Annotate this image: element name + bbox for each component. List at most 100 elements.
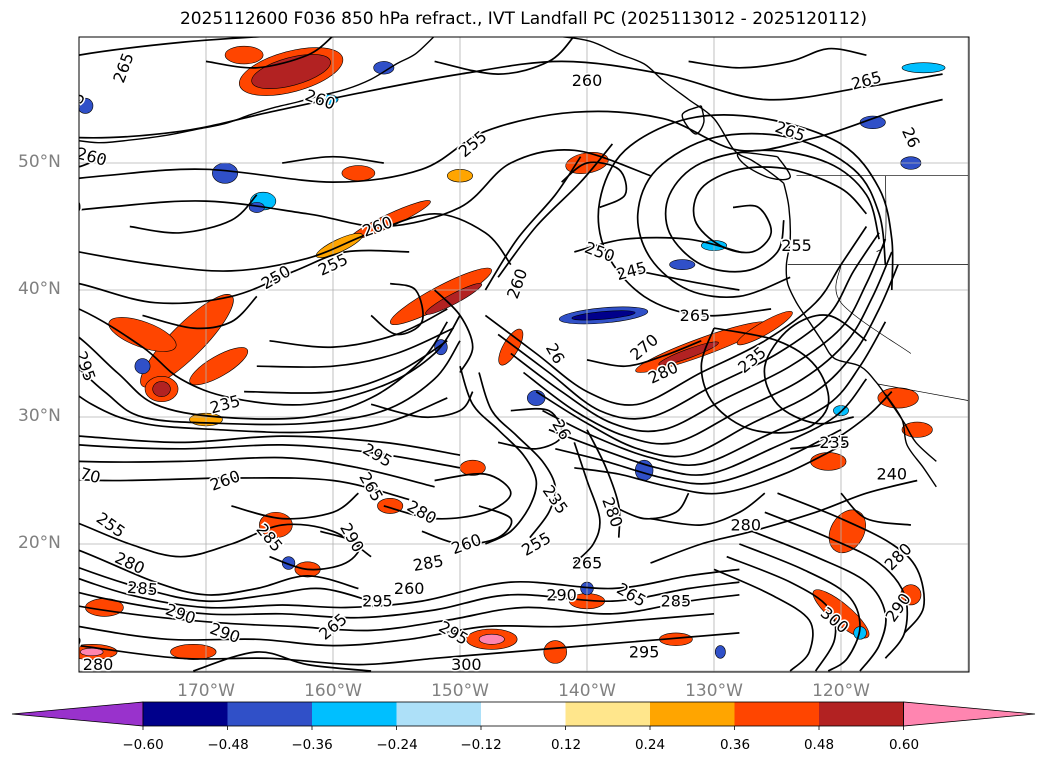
ivt-contour-line (370, 391, 474, 419)
contour-label: 285 (412, 551, 445, 575)
contour-label: 260 (572, 71, 603, 90)
lon-label-150w: 150°W (431, 681, 489, 701)
contour-label: 255 (93, 508, 129, 541)
refractivity-shaded-area (901, 62, 946, 74)
contour-label: 240 (877, 465, 908, 484)
ivt-contour-line (700, 327, 830, 434)
colorbar-segment (650, 702, 735, 726)
map-title: 2025112600 F036 850 hPa refract., IVT La… (179, 9, 867, 29)
ivt-contour-line (269, 530, 361, 571)
ivt-contour-line (522, 251, 893, 445)
contour-label: 270 (68, 461, 102, 487)
contour-label: 260 (360, 212, 395, 240)
coastline (557, 37, 785, 184)
ivt-contour-line (79, 593, 740, 632)
colorbar-outline (142, 701, 904, 727)
contour-label: 260 (394, 579, 425, 598)
ivt-contour-line (636, 132, 887, 299)
ivt-contour-line (79, 149, 651, 228)
refractivity-shaded-area (901, 421, 933, 438)
ivt-contour-line (777, 492, 926, 634)
colorbar-tick-label: −0.48 (207, 737, 249, 753)
contour-label: 300 (451, 655, 482, 674)
ivt-contour-line (79, 581, 740, 619)
ivt-contour-line (586, 340, 702, 368)
lon-label-160w: 160°W (304, 681, 362, 701)
ivt-contour-line (231, 492, 359, 520)
ivt-contour-line (574, 236, 740, 253)
ivt-contour-line (79, 37, 268, 56)
colorbar-tick-label: −0.24 (376, 737, 418, 753)
coastline (884, 393, 937, 488)
contour-label: 26 (548, 416, 575, 443)
ivt-contour-line (433, 289, 474, 373)
ivt-contour-line (79, 444, 461, 469)
lat-label-30n: 30°N (18, 406, 61, 426)
contour-label: 280 (730, 515, 761, 534)
contour-label: 295 (359, 439, 395, 471)
ivt-contour-line (79, 395, 448, 434)
ivt-contour-line (726, 555, 837, 672)
ivt-contour-line (256, 327, 454, 368)
ivt-contour-line (79, 60, 943, 139)
contour-label: 265 (572, 554, 603, 573)
refractivity-shaded-area (134, 358, 151, 375)
ivt-contour-line (79, 212, 512, 272)
ivt-contour-line (542, 321, 887, 467)
contour-label: 285 (126, 578, 158, 600)
refractivity-shaded-area (714, 645, 726, 659)
ivt-contour-line (79, 340, 461, 426)
ivt-contour-line (142, 295, 258, 330)
ivt-contour-line (650, 479, 918, 564)
ivt-contour-line (790, 390, 893, 450)
ivt-contour-line (574, 441, 848, 495)
ivt-contour-line (269, 308, 448, 349)
ivt-contour-line (79, 155, 105, 168)
contour-label: 260 (207, 466, 242, 494)
contour-label: 260 (50, 197, 82, 219)
refractivity-shaded-area (0, 73, 41, 88)
political-border (877, 383, 969, 401)
ivt-contour-line (79, 249, 410, 305)
colorbar-extend-min (11, 701, 144, 727)
contour-label: 255 (518, 528, 554, 560)
refractivity-shaded-area (79, 97, 94, 114)
contour-label: 265 (613, 579, 649, 611)
colorbar (11, 701, 1036, 730)
lon-label-140w: 140°W (558, 681, 616, 701)
ivt-contour-line (79, 456, 435, 488)
contour-label: 290 (163, 600, 198, 628)
colorbar-segment (396, 702, 482, 726)
lon-label-120w: 120°W (812, 681, 870, 701)
colorbar-tick-label: −0.12 (460, 737, 502, 753)
ivt-contour-line (434, 37, 575, 75)
coastline (736, 151, 791, 181)
contour-label: 250 (258, 261, 294, 293)
ivt-contour-line (637, 270, 740, 291)
ivt-contours (79, 37, 943, 672)
ivt-contour-line (79, 98, 943, 183)
ivt-contour-line (586, 429, 621, 538)
contour-label: 265 (355, 469, 387, 505)
ivt-contour-line (79, 522, 372, 558)
ivt-contour-line (751, 530, 887, 672)
ivt-contour-line (548, 378, 868, 476)
colorbar-tick-label: 0.36 (719, 737, 751, 753)
contour-label: 280 (112, 548, 148, 578)
refractivity-shaded-area (478, 633, 505, 645)
contour-label: 265 (773, 117, 808, 145)
colorbar-tick-label: 0.60 (888, 737, 920, 753)
contour-label: 235 (819, 433, 850, 452)
ivt-contour-line (79, 476, 410, 501)
refractivity-shaded-area (425, 283, 483, 315)
refractivity-shaded-area (108, 317, 177, 352)
refractivity-shaded-area (828, 509, 866, 554)
ivt-contour-line (282, 155, 384, 164)
political-border (876, 175, 887, 253)
ivt-contour-line (597, 114, 894, 317)
colorbar-segment (312, 702, 397, 726)
lat-label-50n: 50°N (18, 152, 61, 172)
colorbar-segment (227, 702, 313, 726)
lat-label-40n: 40°N (18, 279, 61, 299)
contour-label: 280 (49, 625, 84, 653)
